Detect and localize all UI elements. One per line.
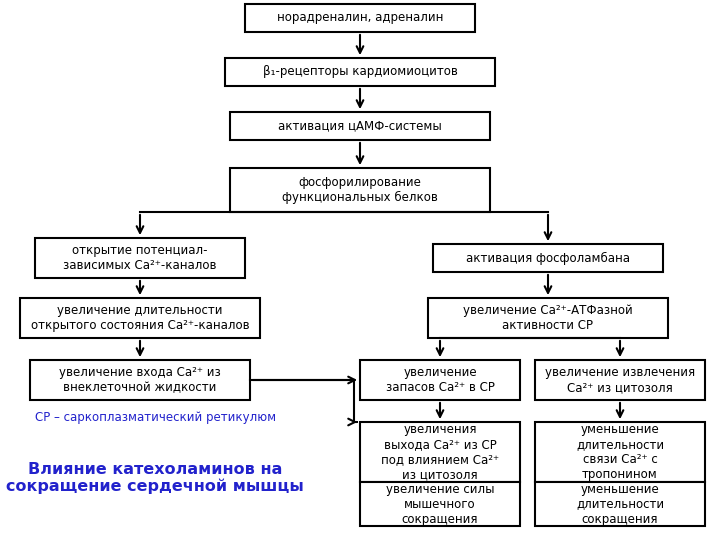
Text: уменьшение
длительности
сокращения: уменьшение длительности сокращения (576, 483, 664, 525)
Bar (428, 298, 668, 338)
Bar (245, 4, 475, 32)
Text: норадреналин, адреналин: норадреналин, адреналин (276, 11, 444, 24)
Text: увеличение силы
мышечного
сокращения: увеличение силы мышечного сокращения (386, 483, 494, 525)
Bar (20, 298, 260, 338)
Text: увеличение входа Ca²⁺ из
внеклеточной жидкости: увеличение входа Ca²⁺ из внеклеточной жи… (59, 366, 221, 394)
Bar (535, 360, 705, 400)
Bar (230, 112, 490, 140)
Text: увеличение извлечения
Ca²⁺ из цитозоля: увеличение извлечения Ca²⁺ из цитозоля (545, 366, 695, 394)
Text: фосфорилирование
функциональных белков: фосфорилирование функциональных белков (282, 176, 438, 204)
Text: увеличение
запасов Ca²⁺ в СР: увеличение запасов Ca²⁺ в СР (386, 366, 495, 394)
Bar (360, 360, 520, 400)
Bar (433, 244, 663, 272)
Text: увеличение длительности
открытого состояния Ca²⁺-каналов: увеличение длительности открытого состоя… (31, 304, 249, 332)
Text: уменьшение
длительности
связи Ca²⁺ с
тропонином: уменьшение длительности связи Ca²⁺ с тро… (576, 423, 664, 481)
Bar (360, 422, 520, 482)
Text: СР – саркоплазматический ретикулюм: СР – саркоплазматический ретикулюм (35, 411, 276, 424)
Bar (535, 482, 705, 526)
Text: β₁-рецепторы кардиомиоцитов: β₁-рецепторы кардиомиоцитов (263, 65, 457, 78)
Bar (30, 360, 250, 400)
Text: увеличение Ca²⁺-АТФазной
активности СР: увеличение Ca²⁺-АТФазной активности СР (463, 304, 633, 332)
Text: активация цАМФ-системы: активация цАМФ-системы (278, 119, 442, 132)
Bar (535, 422, 705, 482)
Bar (35, 238, 245, 278)
Text: открытие потенциал-
зависимых Ca²⁺-каналов: открытие потенциал- зависимых Ca²⁺-канал… (63, 244, 217, 272)
Text: увеличения
выхода Ca²⁺ из СР
под влиянием Ca²⁺
из цитозоля: увеличения выхода Ca²⁺ из СР под влияние… (381, 423, 499, 481)
Text: Влияние катехоламинов на
сокращение сердечной мышцы: Влияние катехоламинов на сокращение серд… (6, 462, 304, 495)
Bar (230, 168, 490, 212)
Text: активация фосфоламбана: активация фосфоламбана (466, 252, 630, 265)
Bar (225, 58, 495, 86)
Bar (360, 482, 520, 526)
